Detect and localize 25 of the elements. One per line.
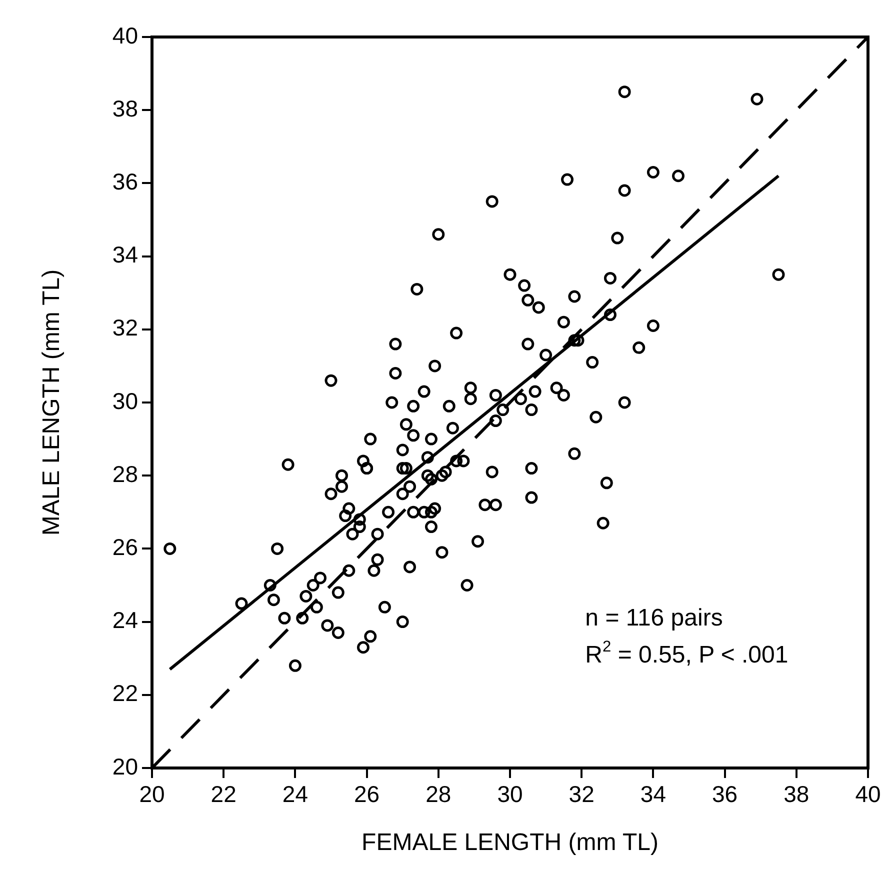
y-tick-label: 36 <box>112 168 138 195</box>
x-tick-label: 34 <box>640 781 666 808</box>
x-axis-title: FEMALE LENGTH (mm TL) <box>362 829 658 856</box>
x-tick-label: 30 <box>497 781 523 808</box>
x-tick-label: 40 <box>855 781 881 808</box>
y-tick-label: 32 <box>112 314 138 341</box>
y-tick-label: 28 <box>112 460 138 487</box>
y-tick-label: 38 <box>112 95 138 122</box>
x-tick-label: 22 <box>210 781 236 808</box>
y-tick-label: 34 <box>112 242 138 268</box>
y-tick-label: 40 <box>112 22 138 48</box>
x-tick-label: 28 <box>426 781 452 808</box>
x-tick-label: 20 <box>139 781 165 808</box>
x-tick-label: 32 <box>568 781 594 808</box>
x-tick-label: 36 <box>712 781 738 808</box>
y-tick-label: 30 <box>112 388 138 414</box>
x-tick-label: 38 <box>784 781 810 808</box>
y-tick-label: 20 <box>112 753 138 780</box>
y-tick-label: 24 <box>112 607 138 634</box>
annotation: n = 116 pairs <box>585 604 723 632</box>
y-axis-title: MALE LENGTH (mm TL) <box>38 269 66 536</box>
y-tick-label: 22 <box>112 680 138 706</box>
x-tick-label: 26 <box>354 781 380 808</box>
y-tick-label: 26 <box>112 534 138 560</box>
x-tick-label: 24 <box>282 781 308 808</box>
